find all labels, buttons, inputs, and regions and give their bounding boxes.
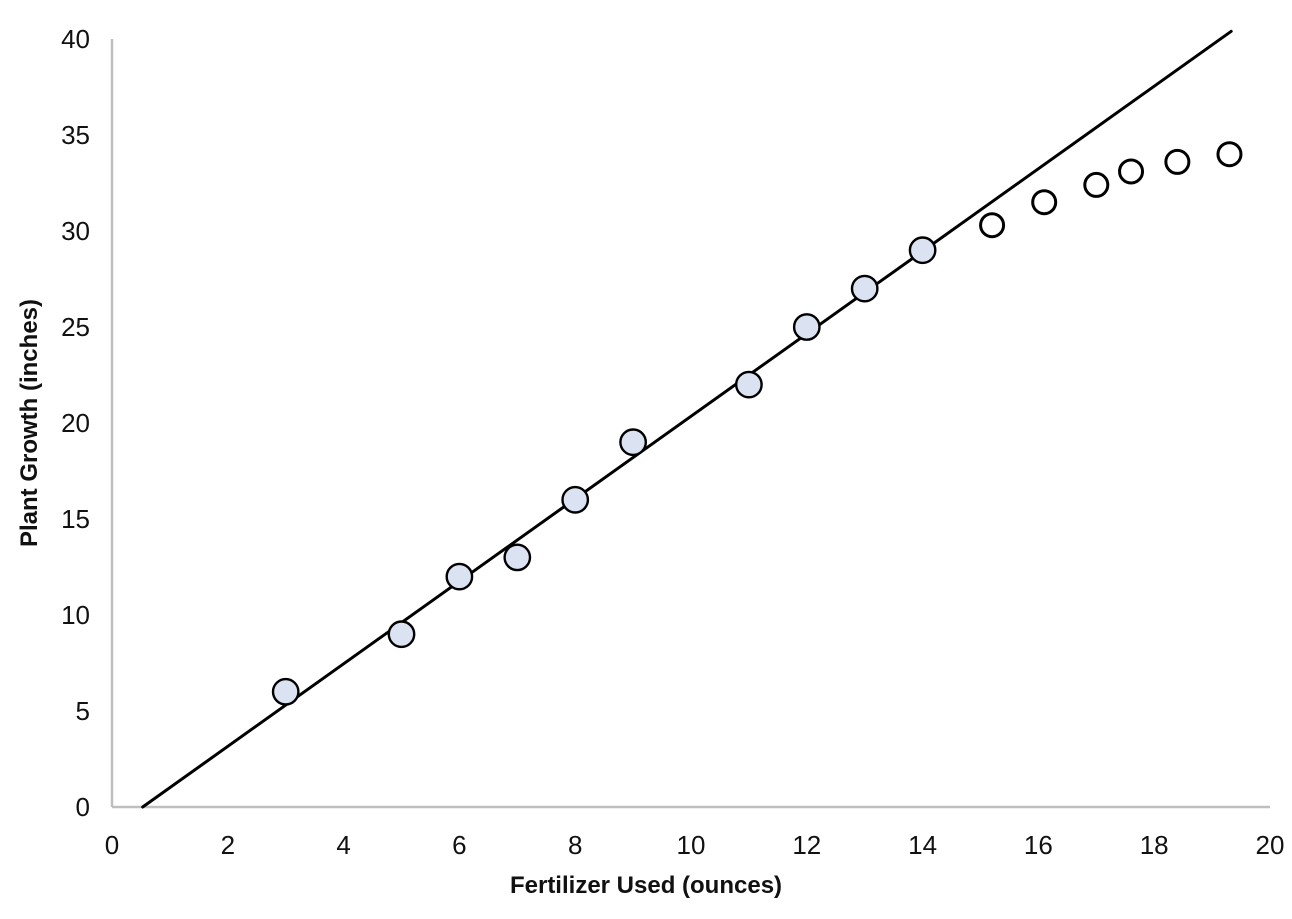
- y-tick-label: 0: [75, 792, 90, 822]
- observed-point: [561, 485, 590, 514]
- observed-point: [735, 370, 763, 399]
- extrapolated-point: [1083, 171, 1110, 198]
- y-tick-label: 15: [61, 504, 90, 534]
- x-tick-label: 2: [220, 830, 236, 860]
- observed-point: [271, 677, 300, 706]
- x-tick-label: 8: [567, 830, 583, 860]
- y-tick-label: 20: [61, 408, 90, 438]
- x-tick-label: 0: [104, 830, 120, 860]
- extrapolated-point: [1164, 148, 1191, 175]
- observed-point: [503, 543, 532, 572]
- extrapolated-point: [979, 212, 1006, 239]
- x-tick-label: 6: [452, 830, 467, 860]
- x-tick-label: 18: [1139, 830, 1169, 860]
- extrapolated-point: [1216, 141, 1243, 168]
- extrapolated-point: [1118, 158, 1145, 185]
- x-tick-label: 4: [336, 830, 351, 860]
- y-axis-title: Plant Growth (inches): [16, 298, 43, 548]
- observed-point: [387, 620, 416, 649]
- observed-point: [850, 274, 879, 303]
- x-tick-label: 12: [792, 830, 822, 860]
- y-tick-label: 10: [61, 600, 90, 630]
- observed-point: [792, 313, 821, 341]
- y-tick-label: 35: [61, 120, 90, 150]
- x-tick-label: 14: [908, 830, 938, 860]
- x-tick-label: 20: [1255, 830, 1285, 860]
- extrapolated-point: [1031, 189, 1058, 216]
- observed-point: [908, 236, 937, 265]
- y-tick-label: 40: [61, 24, 90, 54]
- observed-point: [445, 562, 474, 591]
- y-tick-label: 5: [75, 696, 90, 726]
- x-tick-label: 16: [1023, 830, 1053, 860]
- trendline: [141, 29, 1233, 809]
- y-tick-label: 25: [61, 312, 90, 342]
- x-tick-label: 10: [676, 830, 706, 860]
- observed-point: [619, 428, 647, 457]
- y-tick-label: 30: [61, 216, 90, 246]
- x-axis-title: Fertilizer Used (ounces): [509, 872, 783, 899]
